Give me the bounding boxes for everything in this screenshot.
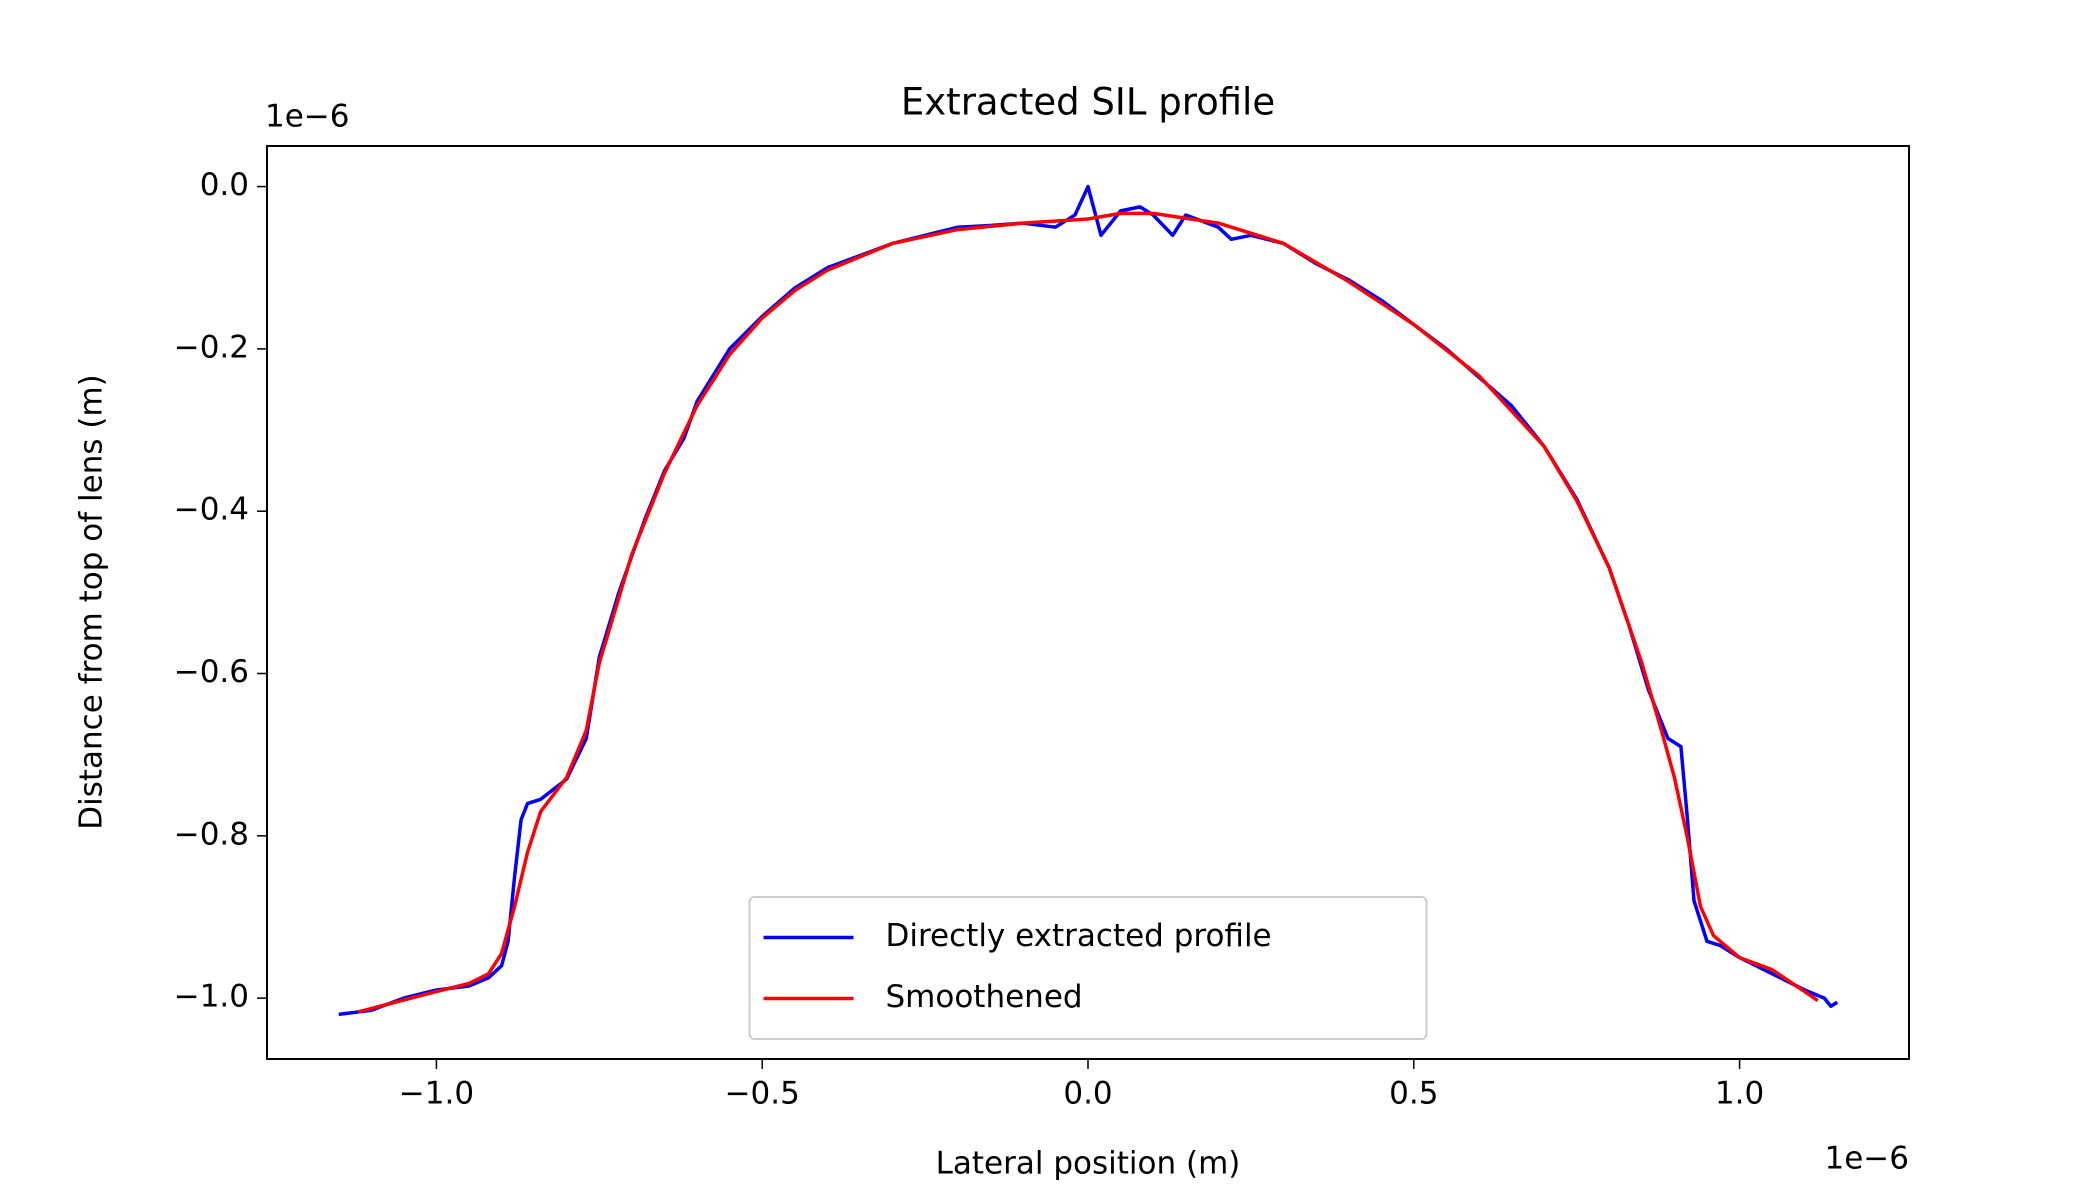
y-axis-label: Distance from top of lens (m) [74,374,110,830]
y-offset-label: 1e−6 [265,99,350,135]
data-line [338,184,1839,1017]
x-tick-label: −0.5 [725,1076,800,1112]
legend-box [748,896,1428,1040]
legend: Directly extracted profile Smoothened [748,896,1428,1040]
legend-label: Directly extracted profile [886,918,1272,954]
x-offset-label: 1e−6 [1825,1141,1910,1177]
x-tick-label: 0.5 [1389,1076,1438,1112]
x-tick-label: −1.0 [399,1076,474,1112]
y-tick-label: 0.0 [200,167,249,203]
y-tick-label: −0.4 [174,492,249,528]
data-line [357,211,1819,1014]
y-tick-label: −0.6 [174,654,249,690]
chart-title: Extracted SIL profile [901,81,1275,124]
axes-frame [266,145,1910,1060]
x-axis-label: Lateral position (m) [936,1146,1241,1182]
x-tick-label: 0.0 [1063,1076,1112,1112]
y-tick-label: −0.2 [174,329,249,365]
y-tick-label: −0.8 [174,816,249,852]
y-tick-label: −1.0 [174,979,249,1015]
x-tick-label: 1.0 [1715,1076,1764,1112]
legend-label: Smoothened [886,979,1083,1015]
